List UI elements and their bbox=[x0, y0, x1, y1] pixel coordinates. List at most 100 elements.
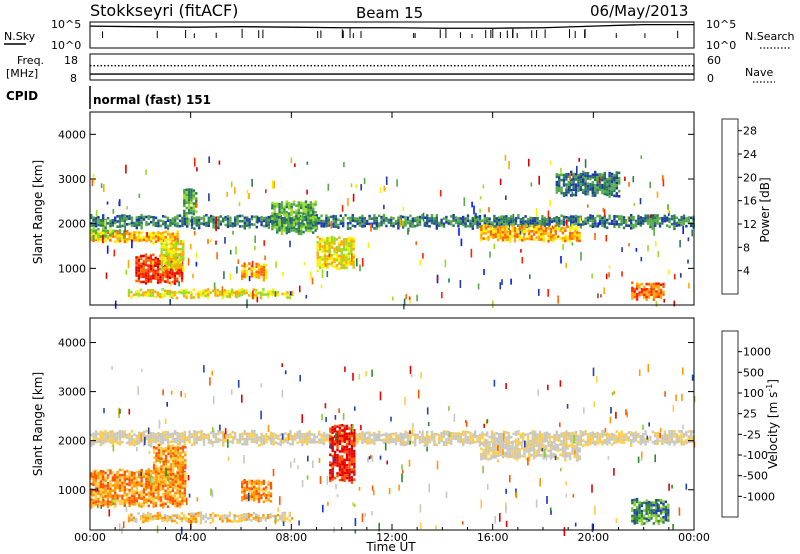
heatmap-cell bbox=[292, 221, 296, 224]
heatmap-cell bbox=[140, 484, 143, 488]
heatmap-cell bbox=[438, 221, 441, 225]
heatmap-cell bbox=[145, 480, 148, 483]
heatmap-cell bbox=[174, 504, 177, 508]
heatmap-cell bbox=[99, 433, 102, 436]
heatmap-cell bbox=[368, 222, 371, 226]
heatmap-cell bbox=[358, 216, 362, 220]
heatmap-cell bbox=[306, 435, 309, 438]
heatmap-cell bbox=[234, 224, 237, 227]
heatmap-cell bbox=[309, 227, 312, 230]
heatmap-cell bbox=[144, 293, 147, 297]
heatmap-cell bbox=[596, 176, 599, 179]
heatmap-cell bbox=[154, 488, 158, 492]
heatmap-cell bbox=[514, 222, 518, 225]
heatmap-cell bbox=[290, 203, 293, 206]
heatmap-cell bbox=[165, 264, 168, 267]
heatmap-cell bbox=[594, 443, 597, 446]
heatmap-cell bbox=[552, 229, 555, 232]
heatmap-cell bbox=[238, 219, 242, 223]
heatmap-cell bbox=[190, 433, 194, 436]
heatmap-cell bbox=[145, 437, 148, 441]
heatmap-cell bbox=[190, 293, 193, 297]
heatmap-cell bbox=[353, 434, 356, 437]
heatmap-cell bbox=[121, 214, 124, 217]
heatmap-cell bbox=[283, 226, 286, 230]
heatmap-cell bbox=[166, 280, 169, 284]
heatmap-cell bbox=[598, 175, 602, 179]
heatmap-cell bbox=[280, 227, 284, 230]
heatmap-cell bbox=[522, 217, 525, 220]
heatmap-cell bbox=[94, 477, 98, 480]
heatmap-cell bbox=[316, 251, 319, 254]
heatmap-cell bbox=[190, 443, 194, 447]
heatmap-cell bbox=[241, 488, 244, 491]
heatmap-cell bbox=[308, 433, 311, 436]
heatmap-cell bbox=[212, 226, 215, 229]
heatmap-scatter bbox=[653, 227, 655, 236]
heatmap-cell bbox=[304, 229, 308, 232]
heatmap-cell bbox=[601, 443, 604, 446]
heatmap-cell bbox=[190, 193, 193, 197]
heatmap-cell bbox=[555, 175, 558, 179]
heatmap-cell bbox=[471, 438, 474, 442]
heatmap-cell bbox=[94, 219, 98, 223]
heatmap-cell bbox=[483, 219, 486, 223]
heatmap-cell bbox=[655, 292, 658, 296]
heatmap-scatter bbox=[351, 253, 353, 262]
heatmap-cell bbox=[534, 430, 537, 434]
heatmap-cell bbox=[380, 218, 383, 222]
heatmap-cell bbox=[138, 504, 141, 508]
heatmap-cell bbox=[375, 433, 378, 436]
heatmap-cell bbox=[94, 487, 98, 490]
heatmap-cell bbox=[298, 435, 302, 438]
heatmap-cell bbox=[118, 239, 122, 243]
heatmap-cell bbox=[276, 225, 279, 229]
heatmap-cell bbox=[159, 234, 162, 238]
heatmap-cell bbox=[135, 264, 138, 267]
heatmap-cell bbox=[94, 503, 98, 506]
heatmap-cell bbox=[572, 215, 575, 218]
heatmap-cell bbox=[262, 276, 265, 279]
heatmap-cell bbox=[499, 453, 502, 457]
heatmap-cell bbox=[243, 262, 246, 265]
heatmap-scatter bbox=[649, 181, 651, 189]
heatmap-cell bbox=[128, 504, 131, 508]
heatmap-cell bbox=[318, 237, 322, 241]
heatmap-cell bbox=[613, 176, 616, 179]
heatmap-cell bbox=[342, 224, 345, 228]
heatmap-cell bbox=[508, 452, 512, 456]
heatmap-cell bbox=[316, 241, 319, 244]
heatmap-cell bbox=[140, 481, 143, 485]
heatmap-cell bbox=[164, 478, 168, 481]
heatmap-scatter bbox=[324, 263, 327, 267]
heatmap-cell bbox=[170, 247, 173, 251]
heatmap-cell bbox=[535, 452, 538, 455]
heatmap-cell bbox=[162, 468, 165, 471]
heatmap-cell bbox=[532, 230, 536, 234]
heatmap-scatter bbox=[578, 157, 580, 162]
heatmap-cell bbox=[566, 238, 569, 241]
heatmap-cell bbox=[142, 443, 146, 447]
heatmap-scatter bbox=[349, 260, 352, 265]
heatmap-cell bbox=[219, 223, 222, 226]
heatmap-cell bbox=[342, 245, 346, 249]
heatmap-cell bbox=[151, 294, 155, 297]
heatmap-cell bbox=[493, 432, 496, 435]
heatmap-cell bbox=[553, 441, 556, 445]
heatmap-cell bbox=[326, 247, 329, 250]
heatmap-cell bbox=[126, 436, 129, 439]
heatmap-cell bbox=[159, 496, 162, 499]
heatmap-cell bbox=[447, 436, 450, 439]
heatmap-scatter bbox=[215, 240, 217, 245]
heatmap-cell bbox=[601, 191, 604, 195]
heatmap-cell bbox=[464, 441, 467, 444]
heatmap-cell bbox=[150, 485, 153, 488]
heatmap-cell bbox=[90, 224, 93, 227]
heatmap-cell bbox=[173, 271, 177, 275]
heatmap-cell bbox=[336, 456, 339, 460]
heatmap-cell bbox=[170, 250, 173, 253]
heatmap-cell bbox=[511, 227, 514, 230]
heatmap-cell bbox=[92, 470, 95, 474]
heatmap-cell bbox=[102, 485, 105, 489]
heatmap-cell bbox=[181, 502, 184, 505]
